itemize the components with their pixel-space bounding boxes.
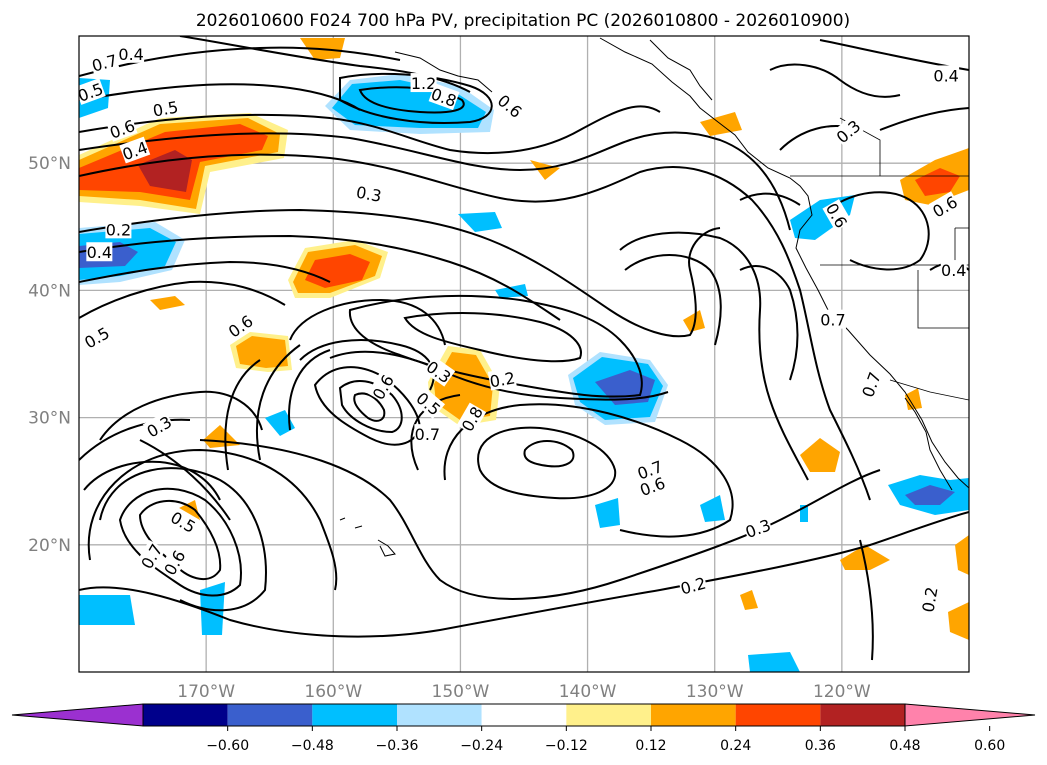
contour-label: 0.7 [414,424,441,444]
coastlines [339,37,969,557]
lat-tick-label: 40°N [28,281,71,301]
contour-label: 0.4 [118,43,145,64]
contour-label: 0.2 [487,367,517,391]
axis-tick-labels: 170°W 160°W 150°W 140°W 130°W 120°W 20°N 30°N 40… [28,154,871,702]
map-frame [78,35,970,673]
colorbar: −0.60 −0.48 −0.36 −0.24 −0.12 0.12 0.24 0.36 0.4… [11,703,1036,754]
colorbar-segment [820,704,905,726]
colorbar-segment [397,704,482,726]
lon-tick-label: 170°W [177,682,235,702]
svg-text:0.4: 0.4 [118,45,143,64]
lon-tick-label: 130°W [686,682,744,702]
svg-text:0.3: 0.3 [965,111,997,142]
colorbar-tick-label: −0.36 [376,738,419,754]
svg-text:0.4: 0.4 [933,66,958,85]
colorbar-extend-low [11,703,144,727]
contour-label: 0.5 [150,96,180,121]
pv-contours [79,36,969,661]
svg-text:0.7: 0.7 [820,311,845,330]
colorbar-segment [312,704,397,726]
colorbar-frame [142,703,906,727]
colorbar-segment [735,704,821,726]
svg-text:0.3: 0.3 [355,183,383,206]
svg-text:0.2: 0.2 [106,220,131,239]
positive-precip-area-bering [79,113,288,214]
contour-label: 1.2 [410,73,437,93]
colorbar-segment [566,704,651,726]
contour-label: 0.3 [354,181,384,206]
svg-text:0.2: 0.2 [488,368,516,391]
contour-label: 0.4 [86,242,113,262]
contour-label: 0.4 [933,65,960,85]
colorbar-segment [227,704,313,726]
svg-text:0.5: 0.5 [1003,35,1028,54]
colorbar-tick-label: −0.48 [291,738,334,754]
colorbar-tick-label: −0.60 [206,738,249,754]
contour-label: 0.2 [917,584,942,614]
contour-label: 0.3 [964,110,997,142]
lon-tick-label: 120°W [813,682,871,702]
country-borders [790,117,969,401]
colorbar-extend-high [904,703,1036,727]
lat-tick-label: 20°N [28,536,71,556]
lon-tick-label: 140°W [559,682,617,702]
lon-tick-label: 150°W [432,682,490,702]
svg-text:1.2: 1.2 [411,74,436,93]
map-panel: 0.70.50.50.41.20.8 0.60.60.40.30.20.40.5 0… [78,34,1029,673]
contour-label: 0.4 [940,260,967,280]
colorbar-segment [651,704,736,726]
lat-tick-label: 50°N [28,154,71,174]
colorbar-tick-label: −0.24 [460,738,503,754]
contour-label: 0.2 [105,219,132,239]
colorbar-tick-label: 0.24 [720,738,751,754]
colorbar-tick-label: 0.48 [889,738,920,754]
colorbar-segment [481,704,567,726]
colorbar-tick-label: −0.12 [545,738,588,754]
lat-tick-label: 30°N [28,409,71,429]
lon-tick-label: 160°W [304,682,362,702]
colorbar-tick-label: 0.36 [805,738,836,754]
colorbar-tick-label: 0.12 [635,738,666,754]
svg-text:0.5: 0.5 [151,97,179,120]
contour-label: 0.5 [1003,34,1029,54]
colorbar-tick-label: 0.60 [974,738,1005,754]
figure-title: 2026010600 F024 700 hPa PV, precipitatio… [196,11,850,31]
positive-precip-area-central [288,240,388,298]
svg-text:0.4: 0.4 [87,243,112,262]
svg-text:0.2: 0.2 [919,585,942,613]
colorbar-segment [143,704,228,726]
contour-label: 0.7 [819,309,846,330]
svg-text:0.4: 0.4 [941,261,966,280]
svg-text:0.7: 0.7 [415,425,440,444]
